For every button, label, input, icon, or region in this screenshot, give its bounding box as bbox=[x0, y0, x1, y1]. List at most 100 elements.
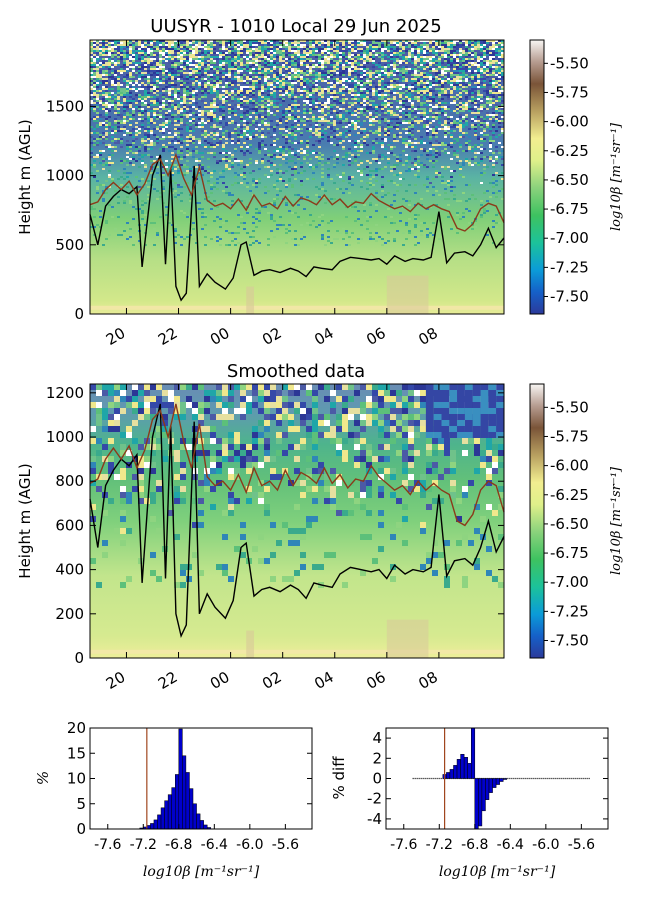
heatmap-cell bbox=[129, 62, 132, 64]
heatmap-cell bbox=[222, 54, 225, 56]
heatmap-cell bbox=[93, 42, 96, 44]
heatmap-cell bbox=[369, 40, 372, 42]
heatmap-cell bbox=[474, 70, 477, 72]
heatmap-cell bbox=[303, 82, 306, 84]
heatmap-cell bbox=[471, 100, 474, 102]
heatmap-cell bbox=[105, 138, 108, 140]
heatmap-cell bbox=[450, 92, 453, 94]
heatmap-cell bbox=[147, 124, 150, 126]
heatmap-cell bbox=[306, 78, 309, 80]
heatmap-cell bbox=[222, 90, 225, 92]
heatmap-cell bbox=[285, 58, 288, 60]
heatmap-cell bbox=[237, 84, 240, 86]
heatmap-cell bbox=[135, 138, 138, 140]
heatmap-cell bbox=[180, 46, 183, 48]
heatmap-cell bbox=[492, 50, 495, 52]
heatmap-cell bbox=[117, 108, 120, 110]
heatmap-cell bbox=[171, 40, 174, 42]
heatmap-cell bbox=[417, 90, 420, 92]
heatmap-cell bbox=[420, 88, 423, 90]
heatmap-cell bbox=[489, 104, 492, 106]
heatmap-cell bbox=[384, 88, 387, 90]
heatmap-cell bbox=[183, 54, 186, 56]
heatmap-cell bbox=[210, 112, 213, 114]
heatmap-cell bbox=[126, 64, 129, 66]
heatmap-cell bbox=[435, 100, 438, 102]
heatmap-cell bbox=[471, 52, 474, 54]
heatmap-cell bbox=[303, 64, 306, 66]
heatmap-cell bbox=[471, 64, 474, 66]
heatmap-cell bbox=[168, 102, 171, 104]
heatmap-cell bbox=[417, 52, 420, 54]
heatmap-cell bbox=[297, 44, 300, 46]
heatmap-cell bbox=[384, 84, 387, 86]
heatmap-cell bbox=[315, 78, 318, 80]
heatmap-cell bbox=[363, 98, 366, 100]
heatmap-cell bbox=[480, 104, 483, 106]
heatmap-cell bbox=[351, 66, 354, 68]
heatmap-cell bbox=[159, 110, 162, 112]
heatmap-cell bbox=[444, 90, 447, 92]
heatmap-cell bbox=[324, 90, 327, 92]
heatmap-cell bbox=[456, 90, 459, 92]
heatmap-cell bbox=[486, 66, 489, 68]
heatmap-cell bbox=[291, 116, 294, 118]
heatmap-cell bbox=[411, 62, 414, 64]
heatmap-cell bbox=[213, 70, 216, 72]
heatmap-cell bbox=[426, 64, 429, 66]
heatmap-cell bbox=[393, 78, 396, 80]
heatmap-cell bbox=[183, 106, 186, 108]
heatmap-cell bbox=[417, 122, 420, 124]
heatmap-cell bbox=[471, 92, 474, 94]
heatmap-cell bbox=[375, 104, 378, 106]
heatmap-cell bbox=[189, 76, 192, 78]
heatmap-cell bbox=[303, 46, 306, 48]
heatmap-cell bbox=[354, 134, 357, 136]
heatmap-cell bbox=[288, 132, 291, 134]
heatmap-cell bbox=[447, 64, 450, 66]
heatmap-cell bbox=[96, 68, 99, 70]
heatmap-cell bbox=[138, 74, 141, 76]
heatmap-cell bbox=[90, 76, 93, 78]
heatmap-cell bbox=[165, 128, 168, 130]
heatmap-cell bbox=[462, 42, 465, 44]
heatmap-cell bbox=[183, 82, 186, 84]
heatmap-cell bbox=[498, 122, 501, 124]
heatmap-cell bbox=[189, 56, 192, 58]
heatmap-cell bbox=[384, 40, 387, 42]
heatmap-cell bbox=[186, 126, 189, 128]
heatmap-cell bbox=[501, 114, 504, 116]
heatmap-cell bbox=[477, 46, 480, 48]
heatmap-cell bbox=[234, 62, 237, 64]
heatmap-cell bbox=[294, 106, 297, 108]
heatmap-cell bbox=[399, 60, 402, 62]
heatmap-cell bbox=[408, 92, 411, 94]
heatmap-cell bbox=[495, 118, 498, 120]
heatmap-cell bbox=[144, 128, 147, 130]
heatmap-cell bbox=[441, 62, 444, 64]
heatmap-cell bbox=[453, 42, 456, 44]
heatmap-cell bbox=[372, 80, 375, 82]
heatmap-cell bbox=[396, 40, 399, 42]
heatmap-cell bbox=[408, 70, 411, 72]
heatmap-cell bbox=[258, 94, 261, 96]
heatmap-cell bbox=[441, 112, 444, 114]
heatmap-cell bbox=[240, 48, 243, 50]
heatmap-cell bbox=[456, 58, 459, 60]
heatmap-cell bbox=[459, 104, 462, 106]
heatmap-cell bbox=[240, 62, 243, 64]
heatmap-cell bbox=[195, 70, 198, 72]
heatmap-cell bbox=[333, 66, 336, 68]
heatmap-cell bbox=[369, 52, 372, 54]
heatmap-cell bbox=[360, 50, 363, 52]
heatmap-cell bbox=[144, 118, 147, 120]
heatmap-cell bbox=[420, 62, 423, 64]
heatmap-cell bbox=[402, 68, 405, 70]
heatmap-cell bbox=[438, 40, 441, 42]
heatmap-cell bbox=[405, 114, 408, 116]
heatmap-cell bbox=[285, 78, 288, 80]
heatmap-cell bbox=[348, 46, 351, 48]
heatmap-cell bbox=[312, 88, 315, 90]
heatmap-cell bbox=[207, 54, 210, 56]
heatmap-cell bbox=[327, 52, 330, 54]
